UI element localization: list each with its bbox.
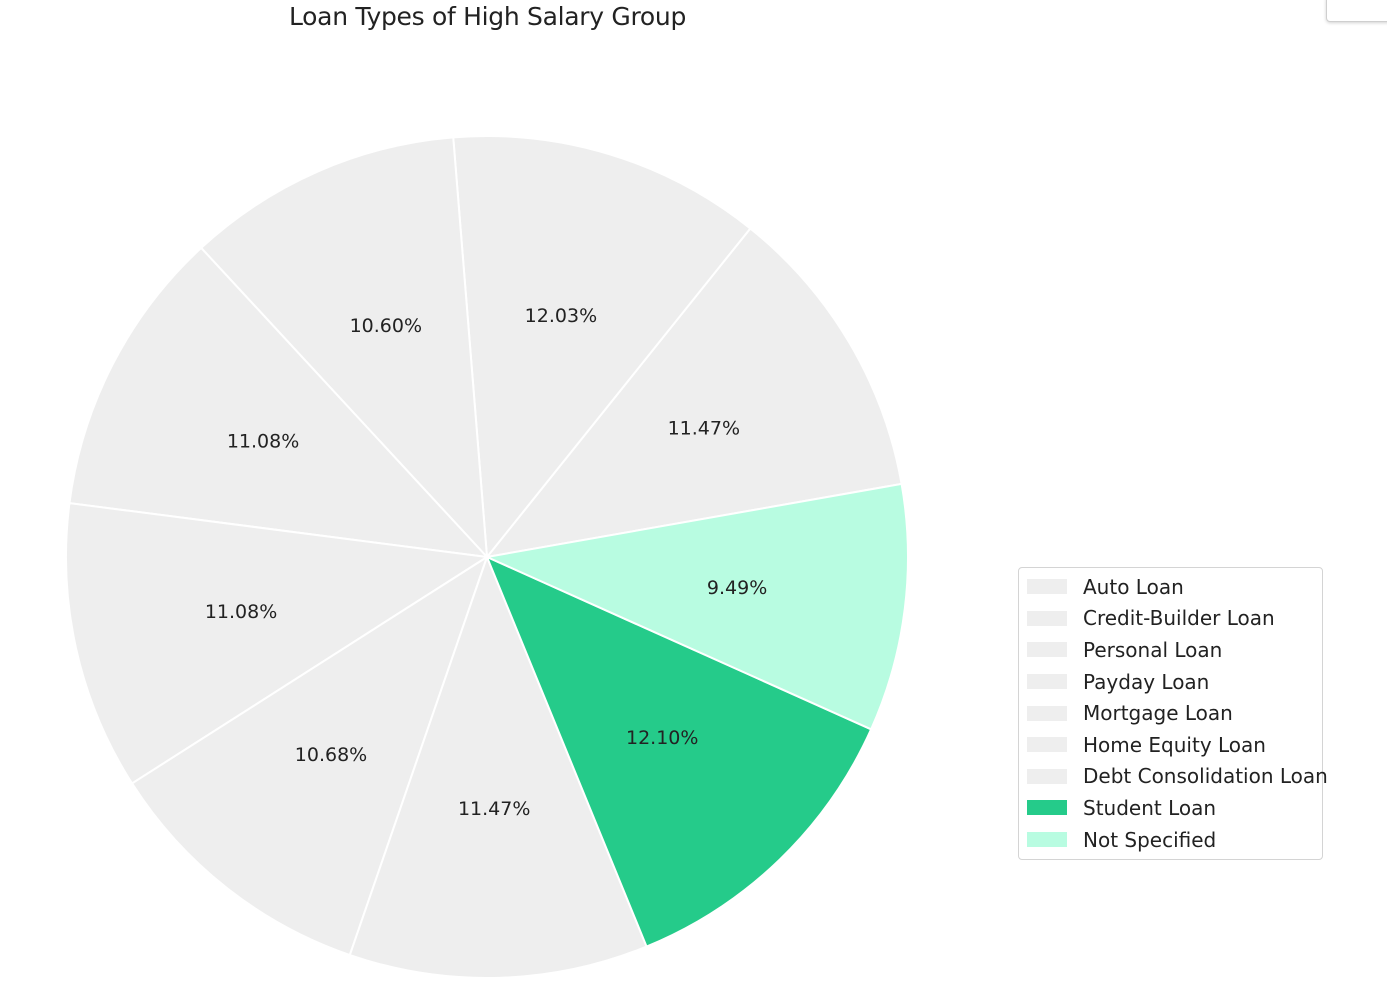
pie-slice-student-loan[interactable]	[485, 555, 873, 948]
slice-percent-label: 10.68%	[295, 744, 367, 766]
pie-percent-labels: 11.47% 12.03% 10.60% 11.08% 11.08% 10.68% 11.4…	[205, 305, 767, 820]
legend-item[interactable]: Not Specified	[1027, 824, 1314, 856]
legend-swatch	[1027, 642, 1067, 658]
pie-slices	[65, 135, 909, 979]
legend-item[interactable]: Personal Loan	[1027, 634, 1314, 666]
legend-swatch	[1027, 800, 1067, 816]
pie-slice-auto-loan[interactable]	[484, 227, 903, 559]
legend-swatch	[1027, 768, 1067, 784]
slice-percent-label: 12.03%	[525, 305, 597, 327]
legend-label: Auto Loan	[1083, 574, 1184, 599]
legend-label: Debt Consolidation Loan	[1083, 764, 1328, 789]
legend-label: Credit-Builder Loan	[1083, 606, 1275, 631]
slice-percent-label: 11.47%	[668, 418, 740, 440]
slice-percent-label: 11.08%	[205, 601, 277, 623]
legend-swatch	[1027, 610, 1067, 626]
slice-percent-label: 9.49%	[707, 577, 767, 599]
pie-slice-home-equity-loan[interactable]	[130, 554, 489, 957]
legend-swatch	[1027, 674, 1067, 690]
legend: Auto Loan Credit-Builder Loan Personal Loa…	[1018, 567, 1328, 861]
pie-slice-debt-consolidation-loan[interactable]	[348, 554, 648, 979]
legend-label: Personal Loan	[1083, 637, 1223, 662]
pie-slice-credit-builder-loan[interactable]	[452, 135, 752, 560]
pie-slice-payday-loan[interactable]	[68, 246, 490, 559]
slice-percent-label: 11.08%	[227, 430, 299, 452]
legend-swatch	[1027, 705, 1067, 721]
legend-label: Home Equity Loan	[1083, 732, 1266, 757]
legend-label: Payday Loan	[1083, 669, 1210, 694]
legend-swatch	[1027, 737, 1067, 753]
slice-percent-label: 11.47%	[458, 798, 530, 820]
legend-item[interactable]: Home Equity Loan	[1027, 729, 1314, 761]
legend-label: Mortgage Loan	[1083, 701, 1233, 726]
toolbar-button[interactable]	[1326, 0, 1387, 22]
legend-label: Student Loan	[1083, 795, 1217, 820]
pie-slice-personal-loan[interactable]	[199, 136, 489, 560]
legend-item[interactable]: Mortgage Loan	[1027, 697, 1314, 729]
pie-slice-mortgage-loan[interactable]	[65, 502, 490, 785]
legend-swatch	[1027, 579, 1067, 595]
legend-item[interactable]: Student Loan	[1027, 792, 1314, 824]
pie-chart: 11.47% 12.03% 10.60% 11.08% 11.08% 10.68% 11.4…	[65, 135, 909, 979]
slice-percent-label: 12.10%	[626, 727, 698, 749]
pie-slice-not-specified[interactable]	[483, 482, 909, 731]
chart-title: Loan Types of High Salary Group	[288, 2, 687, 31]
legend-item[interactable]: Auto Loan	[1027, 571, 1314, 603]
legend-item[interactable]: Credit-Builder Loan	[1027, 603, 1314, 635]
legend-item[interactable]: Debt Consolidation Loan	[1027, 761, 1328, 793]
slice-percent-label: 10.60%	[350, 315, 422, 337]
legend-item[interactable]: Payday Loan	[1027, 666, 1314, 698]
legend-label: Not Specified	[1083, 827, 1217, 852]
legend-swatch	[1027, 832, 1067, 848]
